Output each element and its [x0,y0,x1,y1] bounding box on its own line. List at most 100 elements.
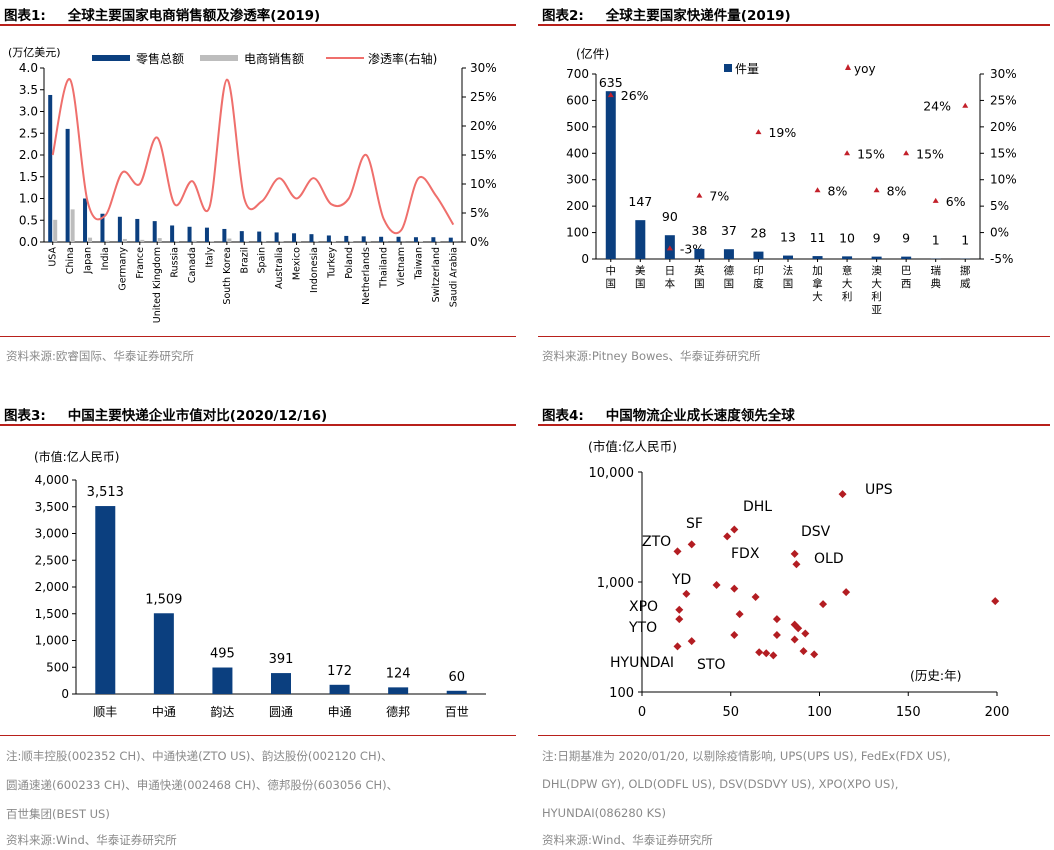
panel-4-label: 图表4: [542,408,584,424]
chart-1-x-tick-label: China [65,247,76,274]
chart-4-point [712,580,721,589]
chart-4-annotation: OLD [814,551,844,567]
chart-4-point [723,532,732,541]
chart-1-x-tick-label: Thailand [379,247,390,289]
chart-2-y2-tick-label: 25% [990,93,1017,107]
chart-2: (亿件) 0 100 200 300 400 500 600 700 -5% 0% 5% 10% 15% 2… [566,46,1017,316]
chart-4-point [769,651,778,660]
chart-1-y2-tick-label: 20% [470,119,497,133]
chart-1-bar-retail [152,221,157,242]
chart-4-point [772,615,781,624]
chart-4-annotation: FDX [731,546,760,562]
chart-1-bar-ecommerce [314,241,319,242]
chart-4-point [687,540,696,549]
chart-3-bar [388,687,409,694]
chart-1-bar-retail [135,218,140,242]
chart-2-y-tick-label: 300 [566,173,589,187]
chart-1-bar-retail [257,231,262,242]
chart-3-x-tick-label: 顺丰 [93,705,117,719]
chart-3-y-tick-label: 0 [61,687,69,701]
chart-2-x-tick-label: 日 [665,265,676,277]
chart-2-x-tick-label: 利 [871,291,882,303]
chart-2-y-tick-label: 200 [566,199,589,213]
panel-4: 图表4: 中国物流企业成长速度领先全球 (市值:亿人民币) 100 1,000 10,0… [538,400,1052,850]
chart-4-point [675,615,684,624]
chart-4-annotation: YTO [628,620,657,636]
panel-4-note-1: 注:日期基准为 2020/01/20, 以剔除疫情影响, UPS(UPS US)… [542,749,951,763]
panel-2-top-rule [538,24,1050,26]
chart-1-x-tick-label: Brazil [239,247,250,274]
chart-1-bar-retail [326,235,331,242]
chart-3-y-tick-label: 2,500 [35,553,69,567]
chart-4-y-tick-label: 1,000 [597,576,634,591]
chart-1-bar-retail [48,94,53,242]
chart-4-point [842,588,851,597]
chart-1-x-tick-label: France [135,247,146,279]
chart-1-x-tick-label: Switzerland [431,247,442,302]
chart-2-x-tick-label: 美 [635,264,646,277]
chart-2-legend-swatch-volume [724,64,732,72]
panel-3-label: 图表3: [4,408,46,424]
chart-4-point [810,650,819,659]
chart-1-y-tick-label: 2.5 [19,126,38,140]
chart-2-yoy-point [814,187,821,193]
panel-1-title: 图表1: 全球主要国家电商销售额及渗透率(2019) [4,4,320,24]
chart-2-x-tick-label: 利 [842,291,853,303]
chart-1-y-tick-label: 3.0 [19,105,38,119]
panel-1-top-rule [0,24,516,26]
chart-2-bar [901,256,912,259]
panel-3-title: 图表3: 中国主要快递企业市值对比(2020/12/16) [4,404,327,424]
chart-3-y-tick-label: 1,000 [35,634,69,648]
chart-1-bar-retail [413,237,418,242]
chart-2-x-tick-label: 英 [694,264,705,277]
chart-3-x-tick-label: 韵达 [210,704,234,719]
chart-2-bar-label: 147 [628,194,652,209]
chart-2-yoy-point [607,92,614,98]
chart-2-y2-tick-label: 15% [990,146,1017,160]
chart-4-y-label: (市值:亿人民币) [588,439,677,454]
panel-2-bottom-rule [538,336,1050,337]
chart-2-y2-tick-label: 10% [990,173,1017,187]
chart-1-x-tick-label: Canada [187,247,198,283]
chart-4-point [675,605,684,614]
chart-3-bar-label: 391 [269,652,294,667]
panel-1-bottom-rule [0,336,516,337]
chart-4-point [730,584,739,593]
chart-2-x-tick-label: 加 [812,265,823,277]
chart-4-point [801,629,810,638]
chart-2-yoy-point [755,129,762,135]
chart-2-bar [871,256,882,259]
chart-1-y-tick-label: 0.5 [19,213,38,227]
chart-4-point [762,649,771,658]
chart-2-legend-volume: 件量 [735,62,759,76]
chart-1-bar-retail [117,216,122,242]
chart-2-yoy-label: 24% [923,99,951,114]
chart-1-y-label: (万亿美元) [8,46,61,59]
chart-2-x-tick-label: 巴 [901,265,912,277]
chart-1-bar-retail [431,237,436,242]
chart-1-x-tick-label: Australia [274,247,285,289]
chart-1-bar-ecommerce [366,241,371,242]
chart-2-y2-tick-label: 5% [990,199,1009,213]
chart-4-point [687,637,696,646]
chart-2-bar-label: 635 [599,75,623,90]
chart-2-bar [605,91,616,259]
chart-2-x-tick-label: 亚 [871,304,882,316]
chart-2-x-tick-label: 大 [871,277,882,290]
chart-3-bar-label: 1,509 [145,592,182,607]
chart-1-x-tick-label: Japan [83,247,94,275]
chart-3-bar [446,690,467,694]
panel-3-title-text: 中国主要快递企业市值对比(2020/12/16) [67,408,328,424]
panel-1: 图表1: 全球主要国家电商销售额及渗透率(2019) (万亿美元) 0.0 0.5 1.… [0,0,518,370]
chart-3-y-label: (市值:亿人民币) [34,449,119,464]
panel-3-top-rule [0,424,516,426]
chart-1-bar-ecommerce [209,241,214,242]
chart-1-y-tick-label: 4.0 [19,61,38,75]
chart-3-y-tick-label: 2,000 [35,580,69,594]
chart-1-x-tick-label: Taiwan [413,247,424,280]
chart-2-yoy-point [903,150,910,156]
chart-1-x-tick-label: Saudi Arabia [448,247,459,307]
chart-2-bar-label: 10 [839,230,855,245]
chart-3-y-tick-label: 4,000 [35,473,69,487]
chart-2-x-tick-label: 西 [901,278,912,290]
